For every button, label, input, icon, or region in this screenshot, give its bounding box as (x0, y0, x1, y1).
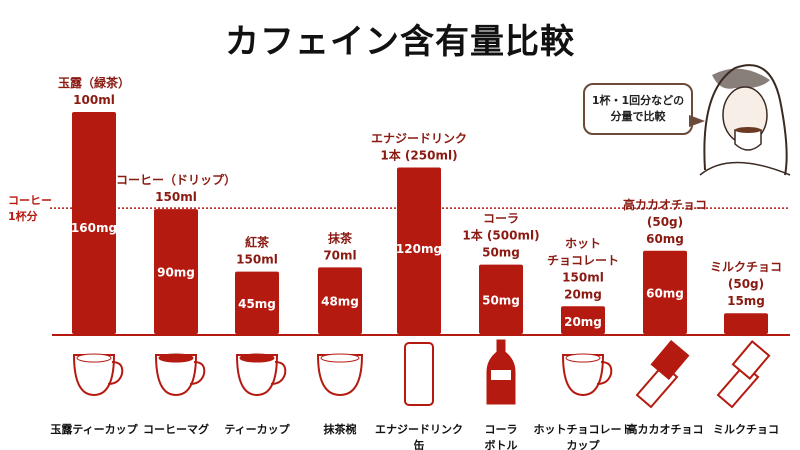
item-label: 缶 (414, 438, 425, 450)
bar-8 (724, 313, 768, 334)
bar-top-label: 抹茶 (328, 230, 353, 245)
bar-top-label: ホット (565, 236, 601, 250)
bar-top-label: コーヒー（ドリップ） (116, 172, 236, 187)
bar-value-label: 90mg (157, 266, 195, 280)
bar-2 (235, 271, 279, 334)
bar-top-label: (50g) (647, 215, 683, 229)
chocolate-icon (716, 340, 771, 409)
cup-icon (72, 353, 124, 397)
bar-5 (479, 264, 523, 334)
bar-value-label: 48mg (321, 295, 359, 309)
speech-bubble-line1: 1杯・1回分などの (591, 94, 685, 107)
reference-line-label: 1杯分 (8, 209, 38, 223)
bar-top-label: チョコレート (547, 253, 619, 267)
bar-top-label: 50mg (482, 246, 520, 260)
bottle-icon (486, 339, 516, 405)
bar-7 (643, 250, 687, 334)
bar-top-label: 150ml (562, 270, 604, 284)
bar-top-label: 60mg (646, 232, 684, 246)
bar-top-label: 100ml (73, 93, 115, 107)
bar-value-label: 45mg (238, 297, 276, 311)
speech-bubble: 1杯・1回分などの 分量で比較 (583, 83, 705, 135)
item-label: ボトル (485, 438, 518, 450)
bar-0 (72, 112, 116, 334)
bar-value-label: 50mg (482, 293, 520, 307)
item-label: ミルクチョコ (713, 423, 779, 436)
bar-top-label: 高カカオチョコ (623, 197, 707, 212)
bar-top-label: 紅茶 (245, 235, 270, 250)
bar-top-label: コーラ (483, 212, 519, 226)
bar-value-label: 60mg (646, 286, 684, 300)
item-label: ホットチョコレート (534, 423, 633, 436)
bar-1 (154, 209, 198, 334)
bar-6 (561, 306, 605, 334)
bar-value-label: 160mg (71, 221, 117, 235)
bar-value-label: 20mg (564, 315, 602, 329)
can-icon (404, 342, 434, 406)
bar-value-label: 120mg (396, 242, 442, 256)
bar-top-label: 20mg (564, 287, 602, 301)
mug-icon (154, 353, 206, 397)
teacup-icon (235, 353, 287, 397)
cup-icon (561, 353, 613, 397)
bar-top-label: 150ml (155, 190, 197, 204)
bar-top-label: (50g) (728, 277, 764, 291)
item-label: エナジードリンク (375, 423, 463, 436)
bar-top-label: 15mg (727, 294, 765, 308)
bar-top-label: 1本 (500ml) (462, 228, 539, 243)
item-label: 高カカオチョコ (627, 422, 704, 436)
item-label: カップ (567, 438, 601, 450)
reference-line-label: コーヒー (8, 194, 52, 207)
item-label: コーヒーマグ (143, 422, 209, 436)
item-label: ティーカップ (224, 422, 290, 436)
bar-3 (318, 267, 362, 334)
bar-top-label: 150ml (236, 253, 278, 267)
speech-bubble-line2: 分量で比較 (610, 110, 666, 123)
bar-top-label: ミルクチョコ (710, 260, 782, 274)
item-label: 抹茶椀 (324, 422, 357, 436)
chocolate-icon (635, 340, 690, 409)
bowl-icon (316, 353, 364, 397)
girl-drinking-coffee-illustration (699, 64, 791, 176)
item-label: 玉露ティーカップ (50, 422, 138, 436)
page-title: カフェイン含有量比較 (225, 22, 575, 62)
bar-top-label: エナジードリンク (371, 132, 467, 146)
bar-top-label: 70ml (323, 248, 356, 262)
bar-4 (397, 167, 441, 334)
item-label: コーラ (485, 423, 518, 436)
bar-top-label: 1本 (250ml) (380, 148, 457, 163)
bar-top-label: 玉露（緑茶） (58, 75, 130, 90)
